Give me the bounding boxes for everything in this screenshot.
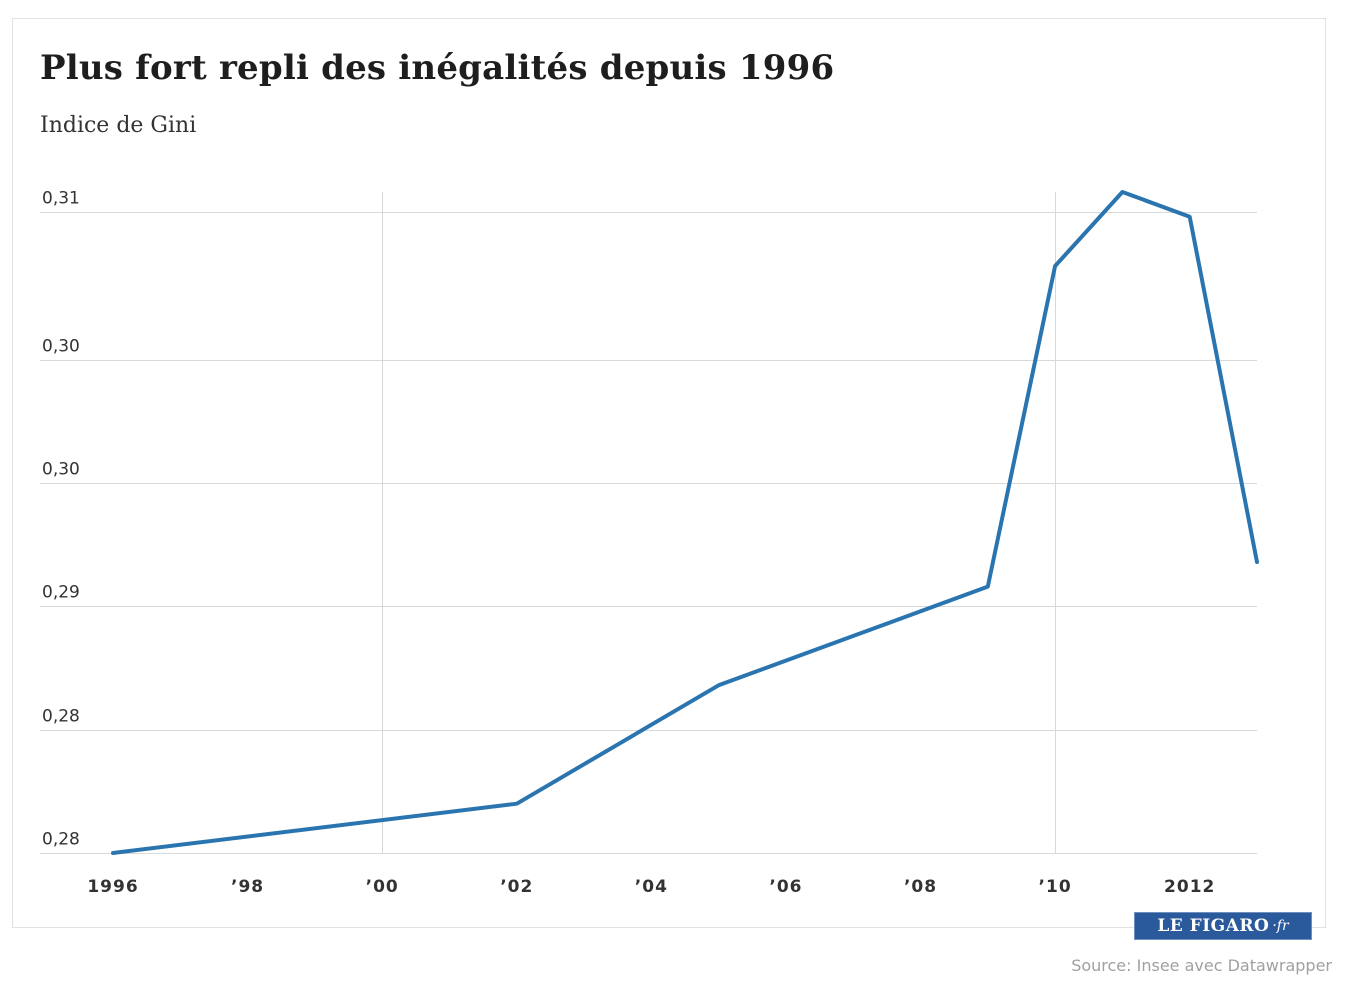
logo-suffix: ·fr xyxy=(1272,918,1289,934)
data-point xyxy=(515,802,519,806)
x-tick-label: ’98 xyxy=(231,877,264,897)
series-line xyxy=(111,190,1259,855)
x-tick-label: ’02 xyxy=(500,877,533,897)
data-point xyxy=(1053,264,1057,268)
x-tick-label: ’04 xyxy=(635,877,668,897)
source-note: Source: Insee avec Datawrapper xyxy=(1071,956,1332,975)
data-point xyxy=(1188,215,1192,219)
y-tick-label: 0,30 xyxy=(42,460,80,480)
y-tick-label: 0,31 xyxy=(42,189,80,209)
data-point xyxy=(1120,190,1124,194)
series-layer xyxy=(111,190,1259,855)
chart-subtitle: Indice de Gini xyxy=(40,113,197,138)
x-tick-label: ’00 xyxy=(366,877,399,897)
data-point xyxy=(986,585,990,589)
x-tick-label: 2012 xyxy=(1164,877,1215,897)
chart-frame xyxy=(12,18,1326,928)
y-tick-label: 0,30 xyxy=(42,337,80,357)
le-figaro-logo[interactable]: LE FIGARO ·fr xyxy=(1134,912,1312,940)
y-tick-label: 0,29 xyxy=(42,583,80,603)
x-tick-label: ’08 xyxy=(904,877,937,897)
grid-layer xyxy=(40,192,1257,854)
y-axis-labels: 0,28 0,28 0,29 0,30 0,30 0,31 xyxy=(42,189,80,850)
data-point xyxy=(111,851,115,855)
x-tick-label: ’06 xyxy=(769,877,802,897)
x-tick-label: ’10 xyxy=(1039,877,1072,897)
y-tick-label: 0,28 xyxy=(42,830,80,850)
data-point xyxy=(1255,560,1259,564)
data-point xyxy=(717,683,721,687)
logo-text: LE FIGARO xyxy=(1157,916,1270,936)
y-tick-label: 0,28 xyxy=(42,707,80,727)
chart-title: Plus fort repli des inégalités depuis 19… xyxy=(40,48,835,88)
x-axis-labels: 1996 ’98 ’00 ’02 ’04 ’06 ’08 ’10 2012 xyxy=(87,877,1215,897)
x-tick-label: 1996 xyxy=(87,877,138,897)
